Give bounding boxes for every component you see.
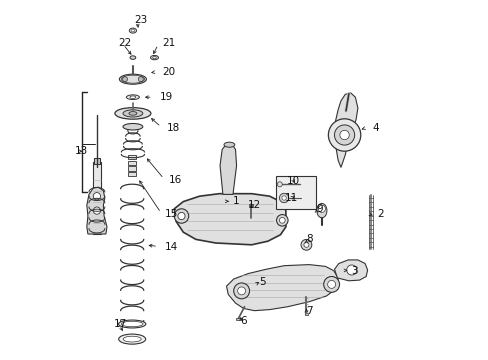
Bar: [92, 162, 101, 234]
Ellipse shape: [129, 112, 137, 115]
Polygon shape: [334, 93, 357, 167]
Ellipse shape: [118, 320, 145, 328]
Circle shape: [346, 265, 356, 275]
Ellipse shape: [131, 29, 134, 32]
Text: 16: 16: [168, 175, 182, 185]
Bar: [127, 161, 136, 165]
Ellipse shape: [123, 336, 141, 342]
Ellipse shape: [130, 96, 136, 98]
Circle shape: [334, 125, 354, 145]
Text: 20: 20: [162, 67, 175, 77]
Text: 15: 15: [165, 209, 178, 219]
Ellipse shape: [129, 28, 136, 33]
Text: 22: 22: [118, 38, 131, 48]
Polygon shape: [87, 187, 107, 234]
Circle shape: [303, 242, 308, 247]
Text: 5: 5: [259, 276, 265, 287]
Circle shape: [279, 193, 288, 203]
Ellipse shape: [119, 74, 146, 84]
Text: 3: 3: [350, 266, 357, 276]
Text: 21: 21: [162, 38, 175, 48]
Circle shape: [301, 239, 311, 250]
Bar: [249, 204, 252, 206]
Polygon shape: [174, 194, 285, 245]
Ellipse shape: [123, 123, 142, 130]
Text: 12: 12: [247, 200, 261, 210]
Bar: [304, 313, 307, 315]
Bar: [236, 318, 240, 320]
Bar: [276, 176, 316, 209]
Circle shape: [237, 287, 245, 295]
Circle shape: [339, 130, 348, 140]
Polygon shape: [220, 144, 236, 194]
Text: 11: 11: [284, 193, 298, 203]
Circle shape: [233, 283, 249, 299]
Text: 7: 7: [306, 306, 312, 316]
Text: 10: 10: [286, 176, 300, 186]
Circle shape: [93, 207, 101, 214]
Text: 17: 17: [114, 319, 127, 329]
Bar: [94, 158, 100, 164]
Ellipse shape: [316, 203, 326, 218]
Circle shape: [282, 196, 285, 200]
Circle shape: [178, 212, 185, 220]
Text: 8: 8: [306, 234, 312, 244]
Text: 18: 18: [167, 123, 180, 133]
Circle shape: [277, 182, 282, 187]
Text: 2: 2: [377, 209, 384, 219]
Polygon shape: [334, 260, 367, 281]
Circle shape: [174, 209, 188, 223]
Ellipse shape: [119, 334, 145, 344]
Bar: [127, 172, 136, 176]
Circle shape: [122, 77, 127, 82]
Circle shape: [327, 280, 335, 288]
Text: 13: 13: [75, 146, 88, 156]
Ellipse shape: [130, 56, 136, 59]
Ellipse shape: [126, 95, 139, 99]
Ellipse shape: [121, 321, 142, 327]
Circle shape: [318, 205, 325, 212]
Polygon shape: [226, 265, 337, 311]
Text: 6: 6: [240, 316, 246, 326]
Text: 23: 23: [134, 15, 148, 25]
Circle shape: [323, 276, 339, 292]
Circle shape: [138, 77, 143, 82]
Ellipse shape: [115, 108, 151, 119]
Bar: [127, 155, 136, 159]
Circle shape: [328, 119, 360, 151]
Text: 19: 19: [160, 92, 173, 102]
Text: 14: 14: [165, 242, 178, 252]
Circle shape: [276, 215, 287, 226]
Circle shape: [93, 193, 101, 200]
Text: 4: 4: [371, 123, 378, 133]
Circle shape: [279, 217, 285, 223]
Text: 9: 9: [316, 204, 323, 214]
Ellipse shape: [123, 110, 142, 117]
Ellipse shape: [224, 142, 234, 147]
Ellipse shape: [152, 57, 156, 59]
Bar: [127, 166, 136, 171]
Ellipse shape: [150, 55, 158, 60]
Text: 1: 1: [232, 196, 239, 206]
